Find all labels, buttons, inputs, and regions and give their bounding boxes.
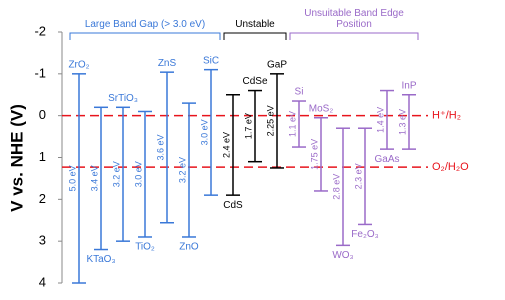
- y-tick-label: 0: [39, 107, 46, 122]
- band-gap-label: 1.4 eV: [375, 107, 385, 133]
- band-gap-label: 2.4 eV: [221, 132, 231, 158]
- band-gap-label: 3.0 eV: [199, 119, 209, 145]
- y-tick-label: 1: [39, 149, 46, 164]
- group-bracket: [69, 32, 221, 40]
- material-label: WO₃: [332, 250, 353, 261]
- group-title: Unstable: [235, 19, 275, 30]
- material-label: InP: [401, 80, 416, 91]
- material-label: ZnO: [179, 242, 199, 253]
- reference-label: O₂/H₂O: [432, 161, 469, 173]
- material-label: GaP: [267, 59, 287, 70]
- band-gap-label: 1.1 eV: [287, 111, 297, 137]
- band-gap-label: 3.2 eV: [177, 157, 187, 183]
- band-gap-label: 2.8 eV: [331, 174, 341, 200]
- material-label: MoS₂: [309, 103, 334, 114]
- band-gap-label: 5.0 eV: [67, 165, 77, 191]
- material-label: TiO₂: [135, 242, 155, 253]
- material-label: Fe₂O₃: [351, 229, 378, 240]
- material-label: ZrO₂: [68, 59, 89, 70]
- material-label: SiC: [203, 55, 219, 66]
- band-gap-label: 2.3 eV: [353, 163, 363, 189]
- y-tick-label: 4: [39, 274, 46, 289]
- material-label: CdS: [223, 200, 243, 211]
- y-tick-label: 2: [39, 191, 46, 206]
- group-bracket: [223, 32, 287, 40]
- band-gap-label: 1.7 eV: [243, 113, 253, 139]
- group-title: Unsuitable Band Edge Position: [304, 8, 404, 30]
- band-gap-label: 3.6 eV: [155, 134, 165, 160]
- group-bracket: [289, 32, 419, 40]
- band-gap-label: 3.4 eV: [89, 165, 99, 191]
- reference-label: H⁺/H₂: [432, 110, 461, 122]
- material-label: GaAs: [374, 154, 399, 165]
- y-axis-title: V vs. NHE (V): [7, 104, 26, 212]
- material-label: ZnS: [158, 58, 177, 69]
- y-tick-label: -1: [34, 65, 46, 80]
- group-title: Large Band Gap (> 3.0 eV): [84, 19, 206, 30]
- y-tick-label: -2: [34, 23, 46, 38]
- band-gap-label: 1.75 eV: [309, 139, 319, 170]
- band-gap-label: 1.3 eV: [397, 109, 407, 135]
- material-label: Si: [295, 87, 304, 98]
- material-label: SrTiO₃: [108, 93, 138, 104]
- band-gap-label: 3.0 eV: [133, 161, 143, 187]
- band-gap-label: 3.2 eV: [111, 161, 121, 187]
- band-gap-label: 2.25 eV: [265, 105, 275, 136]
- material-label: KTaO₃: [86, 254, 115, 265]
- material-label: CdSe: [242, 76, 267, 87]
- y-tick-label: 3: [39, 233, 46, 248]
